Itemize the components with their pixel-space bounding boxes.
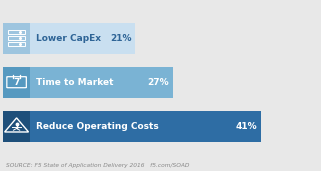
- FancyBboxPatch shape: [3, 67, 173, 98]
- FancyBboxPatch shape: [3, 67, 30, 98]
- FancyBboxPatch shape: [3, 111, 261, 142]
- Text: 7: 7: [13, 78, 20, 87]
- FancyBboxPatch shape: [3, 23, 135, 54]
- Text: 41%: 41%: [236, 122, 257, 131]
- Text: Reduce Operating Costs: Reduce Operating Costs: [36, 122, 158, 131]
- Text: 21%: 21%: [110, 34, 132, 43]
- Text: SOURCE: F5 State of Application Delivery 2016   f5.com/SOAD: SOURCE: F5 State of Application Delivery…: [6, 163, 190, 168]
- FancyBboxPatch shape: [3, 23, 30, 54]
- FancyBboxPatch shape: [3, 111, 30, 142]
- Text: Time to Market: Time to Market: [36, 78, 113, 87]
- Text: 27%: 27%: [148, 78, 169, 87]
- Text: Lower CapEx: Lower CapEx: [36, 34, 100, 43]
